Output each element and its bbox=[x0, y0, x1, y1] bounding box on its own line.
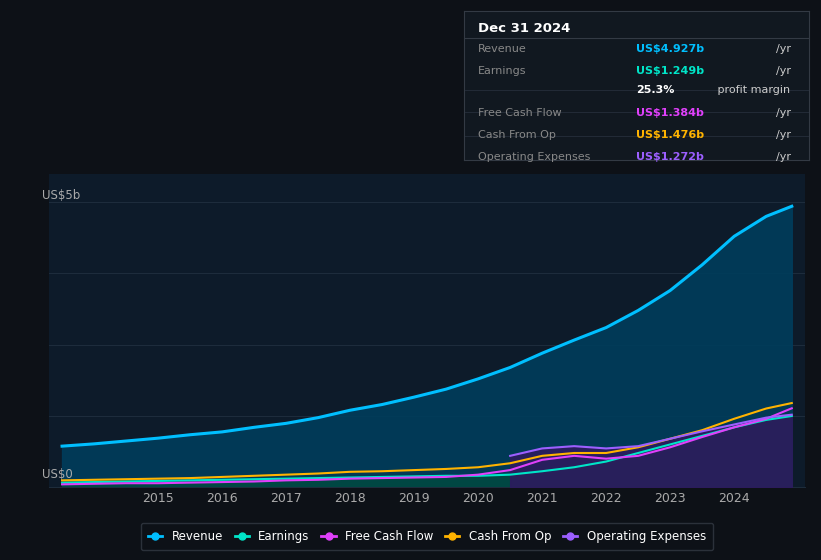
Text: Revenue: Revenue bbox=[478, 44, 526, 54]
Text: /yr: /yr bbox=[776, 44, 791, 54]
Text: US$1.384b: US$1.384b bbox=[636, 108, 704, 118]
Text: US$1.272b: US$1.272b bbox=[636, 152, 704, 162]
Text: US$1.249b: US$1.249b bbox=[636, 66, 704, 76]
Text: /yr: /yr bbox=[776, 66, 791, 76]
Text: US$4.927b: US$4.927b bbox=[636, 44, 704, 54]
Legend: Revenue, Earnings, Free Cash Flow, Cash From Op, Operating Expenses: Revenue, Earnings, Free Cash Flow, Cash … bbox=[140, 523, 713, 550]
Text: US$1.476b: US$1.476b bbox=[636, 130, 704, 140]
Text: Dec 31 2024: Dec 31 2024 bbox=[478, 22, 570, 35]
Text: Free Cash Flow: Free Cash Flow bbox=[478, 108, 562, 118]
Text: 25.3%: 25.3% bbox=[636, 86, 675, 95]
Text: Cash From Op: Cash From Op bbox=[478, 130, 556, 140]
Text: Earnings: Earnings bbox=[478, 66, 526, 76]
Text: Operating Expenses: Operating Expenses bbox=[478, 152, 590, 162]
Text: US$5b: US$5b bbox=[42, 189, 80, 202]
Text: /yr: /yr bbox=[776, 152, 791, 162]
Text: /yr: /yr bbox=[776, 130, 791, 140]
Text: /yr: /yr bbox=[776, 108, 791, 118]
Text: profit margin: profit margin bbox=[713, 86, 790, 95]
Text: US$0: US$0 bbox=[42, 468, 72, 481]
